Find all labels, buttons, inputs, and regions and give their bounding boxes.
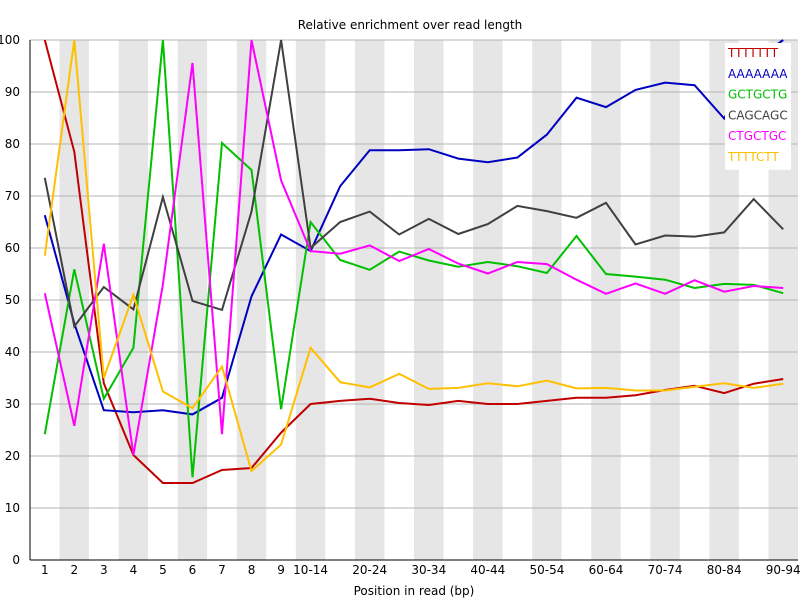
legend-entry: AAAAAAA xyxy=(728,67,788,81)
x-tick-labels: 1 2 3 4 5 6 7 8 9 10-14 20-24 30-34 40-44 50-54 60-64 7… xyxy=(41,563,800,577)
x-tick-label: 8 xyxy=(248,563,256,577)
x-tick-label: 20-24 xyxy=(352,563,387,577)
y-tick-label: 10 xyxy=(5,501,20,515)
legend-entry: CTGCTGC xyxy=(728,129,786,143)
x-tick-label: 7 xyxy=(218,563,226,577)
y-tick-label: 0 xyxy=(12,553,20,567)
series-line xyxy=(43,39,784,456)
x-tick-label: 3 xyxy=(100,563,108,577)
x-tick-label: 2 xyxy=(70,563,78,577)
y-tick-label: 90 xyxy=(5,85,20,99)
y-tick-label: 20 xyxy=(5,449,20,463)
horizontal-gridlines xyxy=(30,39,798,561)
series-line xyxy=(43,39,784,416)
axes xyxy=(29,40,798,561)
legend-entry: GCTGCTG xyxy=(728,88,787,102)
legend-entry: TTTTTTT xyxy=(727,46,779,60)
x-tick-label: 70-74 xyxy=(648,563,683,577)
y-tick-label: 60 xyxy=(5,241,20,255)
legend-entry: CAGCAGC xyxy=(728,108,788,122)
legend-entry: TTTTCTT xyxy=(727,150,779,164)
y-tick-labels: 0 10 20 30 40 50 60 70 80 90 100 xyxy=(0,33,20,567)
x-tick-label: 9 xyxy=(277,563,285,577)
x-tick-label: 60-64 xyxy=(589,563,624,577)
y-tick-label: 30 xyxy=(5,397,20,411)
legend-box xyxy=(725,43,791,170)
series-lines xyxy=(43,39,784,484)
y-tick-label: 50 xyxy=(5,293,20,307)
series-line xyxy=(43,39,784,329)
chart-title: Relative enrichment over read length xyxy=(298,18,523,32)
x-tick-label: 30-34 xyxy=(411,563,446,577)
y-tick-label: 100 xyxy=(0,33,20,47)
x-tick-label: 6 xyxy=(189,563,197,577)
x-tick-label: 1 xyxy=(41,563,49,577)
x-tick-label: 50-54 xyxy=(529,563,564,577)
x-tick-label: 40-44 xyxy=(470,563,505,577)
legend: TTTTTTT AAAAAAA GCTGCTG CAGCAGC CTGCTGC TTTTC… xyxy=(725,43,791,170)
series-line xyxy=(43,39,784,473)
x-tick-label: 90-94 xyxy=(766,563,800,577)
x-tick-label: 4 xyxy=(130,563,138,577)
x-tick-label: 10-14 xyxy=(293,563,328,577)
x-tick-label: 80-84 xyxy=(707,563,742,577)
y-tick-label: 80 xyxy=(5,137,20,151)
y-tick-label: 40 xyxy=(5,345,20,359)
y-tick-label: 70 xyxy=(5,189,20,203)
x-axis-label: Position in read (bp) xyxy=(354,584,475,598)
x-tick-label: 5 xyxy=(159,563,167,577)
